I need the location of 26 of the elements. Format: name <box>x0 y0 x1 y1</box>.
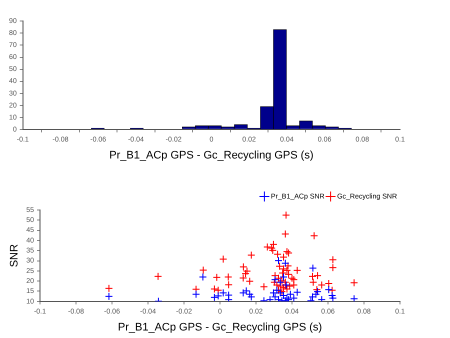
point <box>224 296 233 302</box>
point <box>266 296 274 302</box>
point <box>104 292 113 300</box>
point <box>246 290 254 298</box>
point <box>274 296 282 302</box>
point <box>286 290 294 298</box>
point <box>281 259 290 268</box>
x-axis-title: Pr_B1_ACp GPS - Gc_Recycling GPS (s) <box>109 149 314 162</box>
point <box>280 273 288 282</box>
point <box>242 286 250 295</box>
point <box>214 292 222 300</box>
point <box>293 288 302 296</box>
point <box>308 264 317 272</box>
point <box>274 256 282 265</box>
point <box>269 288 278 297</box>
point <box>192 290 200 298</box>
point <box>271 292 280 301</box>
point <box>210 293 218 302</box>
y-axis-title: SNR <box>8 244 21 268</box>
point <box>328 294 337 302</box>
point <box>350 294 358 302</box>
point <box>290 294 298 302</box>
point <box>247 292 256 301</box>
x-axis-title: Pr_B1_ACp GPS - Gc_Recycling GPS (s) <box>118 321 322 334</box>
point <box>198 273 207 282</box>
point <box>239 288 248 297</box>
